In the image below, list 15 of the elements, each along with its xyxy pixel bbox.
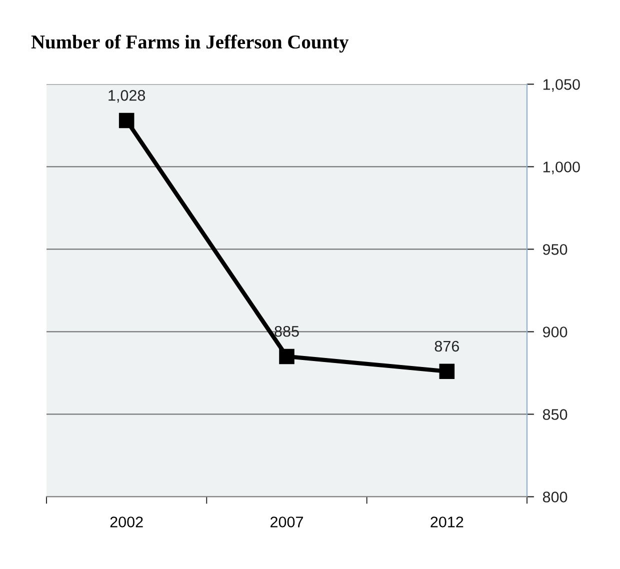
y-tick-label: 800	[542, 492, 568, 502]
x-tick-label: 2002	[110, 516, 143, 528]
x-tick-label: 2007	[270, 516, 303, 528]
x-tick-label: 2012	[430, 516, 464, 528]
y-tick-label: 950	[542, 244, 568, 255]
chart-title: Number of Farms in Jefferson County	[31, 34, 349, 53]
data-label: 876	[434, 340, 459, 352]
point	[279, 348, 294, 364]
data-label: 1,028	[108, 90, 146, 103]
point	[439, 364, 455, 379]
y-tick-label: 850	[542, 409, 568, 420]
y-tick-label: 1,050	[543, 79, 580, 92]
y-tick-label: 1,000	[543, 162, 580, 174]
point	[118, 112, 134, 128]
y-tick-label: 900	[542, 326, 568, 338]
